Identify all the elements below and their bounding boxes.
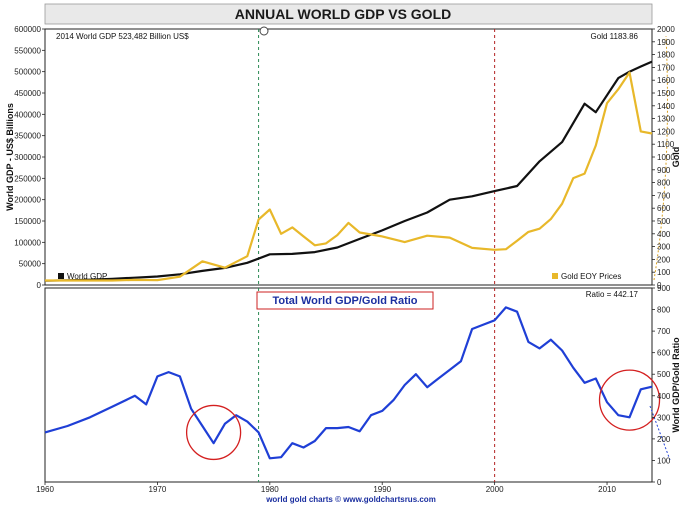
gold-tick-label: 900 — [657, 166, 671, 175]
gold-tick-label: 400 — [657, 230, 671, 239]
legend-swatch-gold — [552, 273, 558, 279]
legend-label-gdp: World GDP — [67, 272, 107, 281]
gold-tick-label: 800 — [657, 179, 671, 188]
gold-tick-label: 1400 — [657, 102, 675, 111]
left-tick-label: 100000 — [14, 238, 41, 247]
highlight-circle-1975 — [185, 404, 242, 461]
x-tick-label: 2000 — [486, 485, 504, 494]
gold-tick-label: 1700 — [657, 63, 675, 72]
marker-circle — [259, 26, 269, 36]
x-tick-label: 1980 — [261, 485, 279, 494]
top-panel-frame — [44, 28, 653, 286]
x-tick-label: 1990 — [373, 485, 391, 494]
right-axis-title-ratio: World GDP/Gold Ratio — [671, 337, 681, 433]
ratio-annotation: Ratio = 442.17 — [586, 290, 639, 299]
legend-swatch-gdp — [58, 273, 64, 279]
chart-title: ANNUAL WORLD GDP VS GOLD — [235, 6, 452, 22]
x-tick-label: 1960 — [36, 485, 54, 494]
ratio-tick-label: 700 — [657, 327, 671, 336]
x-tick-label: 1970 — [149, 485, 167, 494]
gold-tick-label: 1900 — [657, 38, 675, 47]
footer-credit: world gold charts © www.goldchartsrus.co… — [265, 495, 436, 504]
right-axis-title-gold: Gold — [671, 147, 681, 168]
left-tick-label: 0 — [37, 281, 42, 290]
left-tick-label: 450000 — [14, 89, 41, 98]
x-tick-label: 2010 — [598, 485, 616, 494]
ratio-tick-label: 900 — [657, 284, 671, 293]
ratio-tick-label: 100 — [657, 456, 671, 465]
gold-tick-label: 300 — [657, 243, 671, 252]
gold-tick-label: 1200 — [657, 127, 675, 136]
left-tick-label: 350000 — [14, 132, 41, 141]
gold-annotation: Gold 1183.86 — [591, 32, 639, 41]
left-axis-title: World GDP - US$ Billions — [5, 103, 15, 211]
ratio-title-box — [256, 291, 434, 310]
left-tick-label: 600000 — [14, 25, 41, 34]
gold-tick-label: 1800 — [657, 51, 675, 60]
left-tick-label: 550000 — [14, 46, 41, 55]
gold-tick-label: 700 — [657, 191, 671, 200]
gold-tick-label: 2000 — [657, 25, 675, 34]
left-tick-label: 50000 — [19, 260, 42, 269]
gdp-annotation: 2014 World GDP 523,482 Billion US$ — [56, 32, 189, 41]
gold-tick-label: 100 — [657, 268, 671, 277]
series-gold-price — [45, 71, 653, 282]
legend-label-gold: Gold EOY Prices — [561, 272, 621, 281]
gold-tick-label: 1600 — [657, 76, 675, 85]
ratio-tick-label: 600 — [657, 349, 671, 358]
bottom-panel-frame — [44, 287, 653, 483]
left-tick-label: 150000 — [14, 217, 41, 226]
left-tick-label: 300000 — [14, 153, 41, 162]
left-tick-label: 250000 — [14, 174, 41, 183]
left-tick-label: 200000 — [14, 196, 41, 205]
gold-tick-label: 1100 — [657, 140, 675, 149]
gold-tick-label: 1300 — [657, 115, 675, 124]
ratio-arrow-hint — [649, 405, 671, 461]
ratio-tick-label: 400 — [657, 392, 671, 401]
gold-tick-label: 500 — [657, 217, 671, 226]
series-gdp-gold-ratio — [44, 306, 653, 460]
gold-tick-label: 1000 — [657, 153, 675, 162]
highlight-circle-2012 — [598, 369, 661, 431]
gold-tick-label: 200 — [657, 255, 671, 264]
ratio-tick-label: 0 — [657, 478, 662, 487]
ratio-tick-label: 800 — [657, 306, 671, 315]
gold-arrow-hint — [653, 35, 668, 281]
gold-tick-label: 1500 — [657, 89, 675, 98]
gold-tick-label: 600 — [657, 204, 671, 213]
ratio-tick-label: 500 — [657, 370, 671, 379]
left-tick-label: 500000 — [14, 68, 41, 77]
ratio-tick-label: 300 — [657, 413, 671, 422]
left-tick-label: 400000 — [14, 110, 41, 119]
title-band — [44, 3, 653, 25]
ratio-title: Total World GDP/Gold Ratio — [272, 295, 417, 307]
ratio-tick-label: 200 — [657, 435, 671, 444]
gold-tick-label: 0 — [657, 281, 662, 290]
